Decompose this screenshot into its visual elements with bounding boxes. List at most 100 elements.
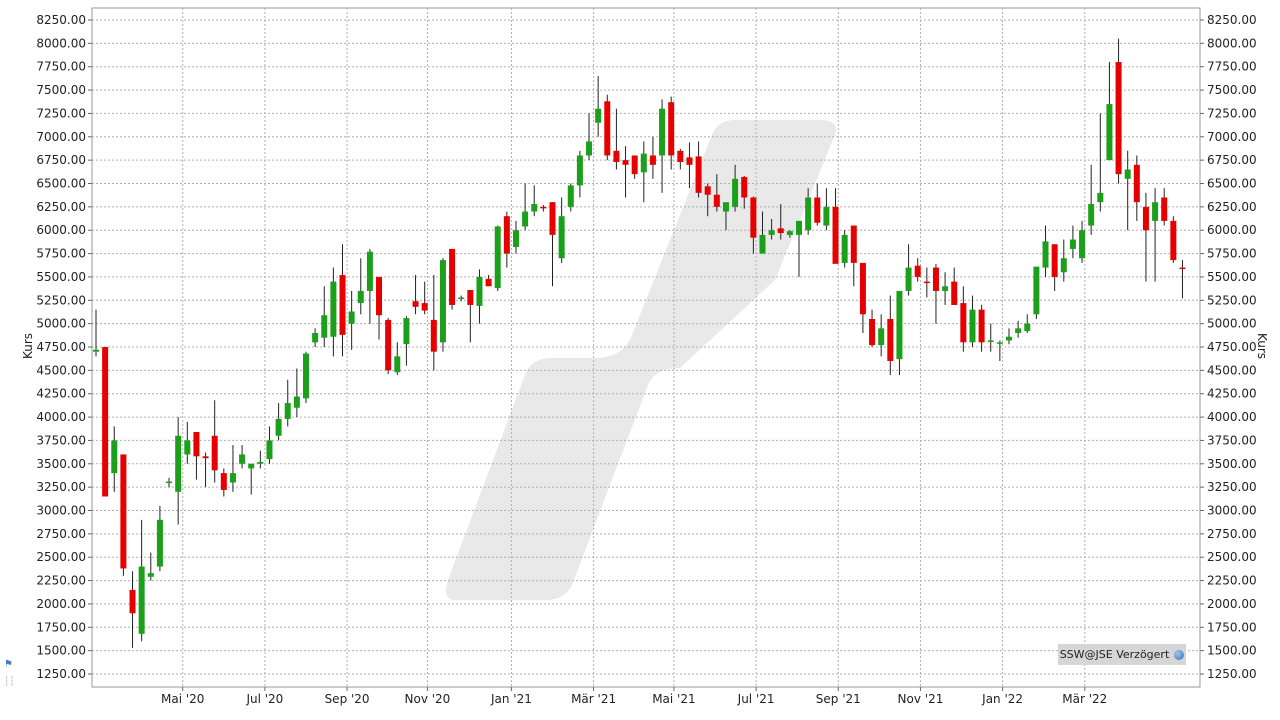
candle	[1024, 314, 1031, 333]
candle-body	[823, 206, 830, 226]
y-tick-label-left: 2250.00	[36, 574, 86, 588]
candle	[841, 230, 848, 268]
candle	[942, 272, 949, 305]
globe-icon	[1174, 649, 1185, 660]
y-tick-label-right: 1750.00	[1207, 620, 1257, 634]
candle-body	[485, 278, 492, 287]
grip-icon: ┆┆	[4, 677, 15, 687]
candle-body	[120, 454, 127, 569]
candle-body	[932, 267, 939, 291]
candle-body	[239, 454, 246, 464]
y-tick-label-left: 6750.00	[36, 153, 86, 167]
candle-body	[321, 315, 328, 338]
candle	[1051, 244, 1058, 291]
y-tick-label-left: 5250.00	[36, 293, 86, 307]
candle	[905, 244, 912, 296]
candle	[1152, 188, 1159, 282]
candle	[357, 258, 364, 315]
grid-lines	[92, 8, 1200, 687]
candle	[156, 505, 163, 572]
x-tick-label: Jan '21	[490, 692, 532, 706]
candle	[147, 552, 154, 581]
candle	[321, 286, 328, 347]
candle	[522, 183, 529, 231]
candle	[586, 113, 593, 161]
y-axis-title-left: Kurs	[21, 333, 35, 359]
y-tick-label-left: 4750.00	[36, 340, 86, 354]
y-tick-label-right: 2750.00	[1207, 527, 1257, 541]
candle-body	[284, 403, 291, 419]
y-tick-label-left: 6000.00	[36, 223, 86, 237]
candle-body	[832, 206, 839, 264]
y-tick-label-left: 3250.00	[36, 480, 86, 494]
candle-body	[193, 432, 200, 457]
candle-body	[166, 481, 173, 484]
candle	[786, 230, 793, 238]
candle	[750, 196, 757, 254]
candle-body	[129, 589, 136, 614]
x-tick-label: Sep '20	[325, 692, 370, 706]
candle	[1088, 164, 1095, 235]
y-tick-label-right: 4500.00	[1207, 363, 1257, 377]
candle-body	[686, 157, 693, 165]
candle-body	[348, 311, 355, 324]
candle	[348, 290, 355, 350]
candle	[878, 314, 885, 357]
candle-body	[1142, 206, 1149, 231]
x-axis: Mai '20 Jul '20 Sep '20 Nov '20 Jan '21 Mär '…	[161, 687, 1107, 706]
candle	[887, 295, 894, 376]
candle-body	[878, 328, 885, 346]
candle-body	[175, 435, 182, 492]
candle-body	[1060, 258, 1067, 273]
candle-body	[850, 225, 857, 263]
candle-body	[777, 228, 784, 234]
y-tick-label-left: 6500.00	[36, 177, 86, 191]
candle-body	[156, 519, 163, 567]
candle-body	[558, 216, 565, 259]
candle-body	[1115, 62, 1122, 175]
candle	[330, 267, 337, 357]
source-badge[interactable]: SSW@JSE Verzögert	[1058, 644, 1186, 665]
candle-body	[978, 309, 985, 343]
y-tick-label-right: 8000.00	[1207, 36, 1257, 50]
candle	[275, 403, 282, 441]
cursor-tool-icon[interactable]: ⚑	[4, 659, 13, 670]
candle-body	[421, 303, 428, 311]
candle	[1133, 155, 1140, 221]
y-tick-label-right: 6250.00	[1207, 200, 1257, 214]
candle	[512, 220, 519, 254]
candle-body	[458, 297, 465, 299]
candle-body	[732, 178, 739, 207]
candle-body	[275, 418, 282, 436]
candle-body	[430, 319, 437, 352]
y-tick-label-left: 7000.00	[36, 130, 86, 144]
candle-body	[503, 216, 510, 254]
candle	[978, 304, 985, 352]
candle-body	[522, 211, 529, 227]
candle-body	[622, 160, 629, 165]
y-tick-label-right: 7500.00	[1207, 83, 1257, 97]
candle-body	[1124, 169, 1131, 179]
candle	[859, 262, 866, 333]
candle-body	[302, 353, 309, 399]
candle	[1033, 266, 1040, 319]
candle-body	[220, 473, 227, 490]
candle	[850, 225, 857, 287]
candle	[1079, 220, 1086, 263]
x-tick-label: Jan '22	[981, 692, 1023, 706]
y-tick-label-right: 6500.00	[1207, 177, 1257, 191]
y-tick-label-left: 3750.00	[36, 433, 86, 447]
y-tick-label-right: 2250.00	[1207, 574, 1257, 588]
candle	[284, 379, 291, 427]
candle	[704, 183, 711, 217]
candle-body	[467, 290, 474, 305]
y-tick-label-left: 3000.00	[36, 504, 86, 518]
candle-body	[640, 153, 647, 173]
candle-body	[786, 231, 793, 235]
candle-body	[266, 440, 273, 460]
y-tick-label-left: 4250.00	[36, 387, 86, 401]
candle	[932, 263, 939, 324]
candle	[211, 400, 218, 483]
candle-body	[1042, 241, 1049, 268]
y-tick-label-left: 2000.00	[36, 597, 86, 611]
